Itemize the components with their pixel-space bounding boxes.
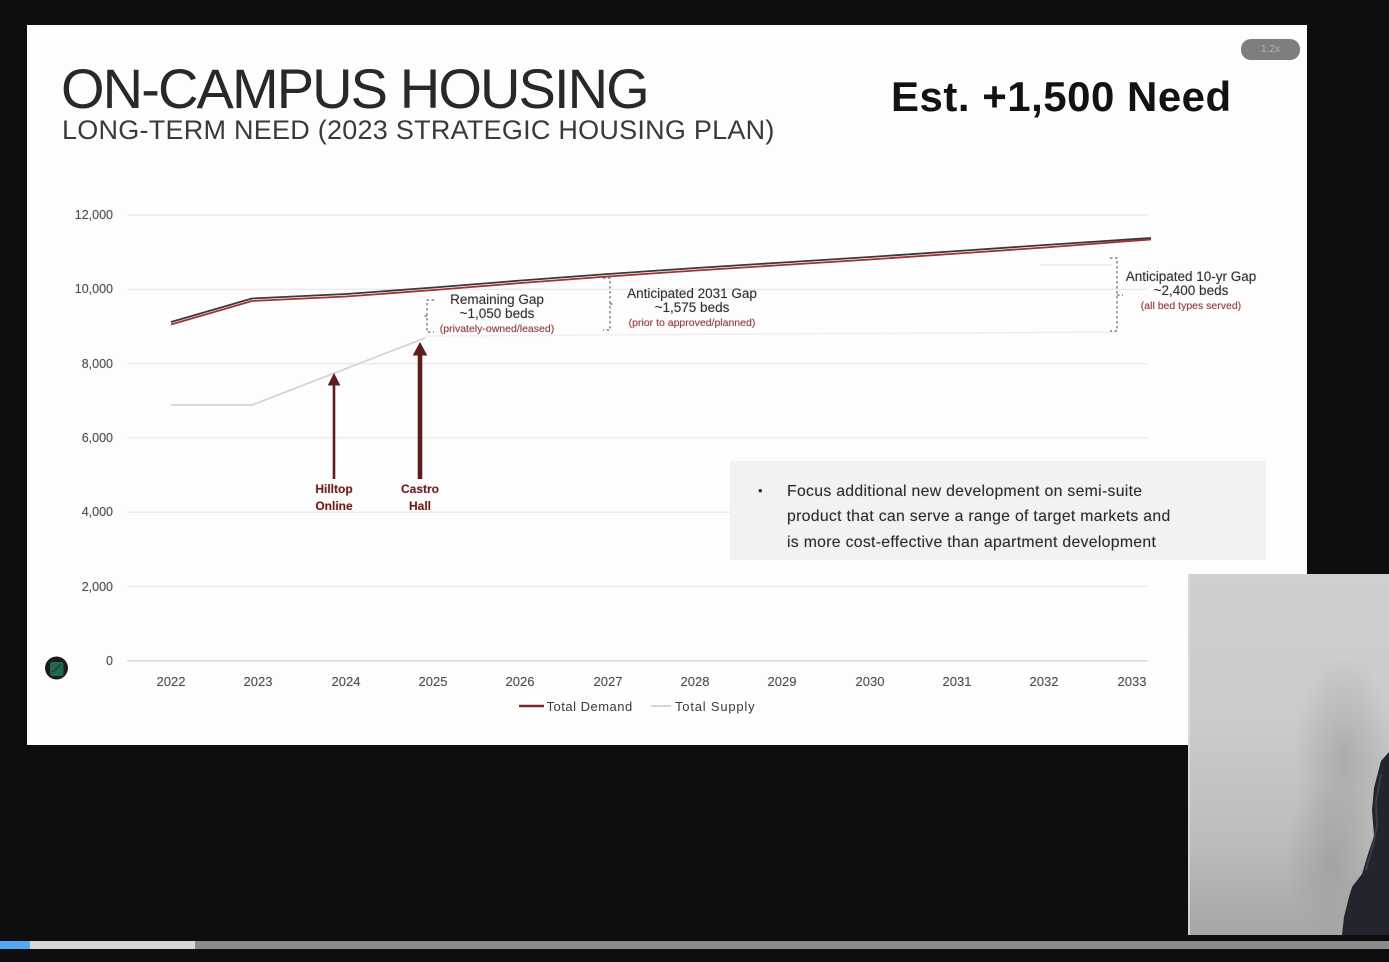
svg-text:Total Demand: Total Demand xyxy=(547,699,633,714)
svg-text:Total Supply: Total Supply xyxy=(675,699,755,714)
